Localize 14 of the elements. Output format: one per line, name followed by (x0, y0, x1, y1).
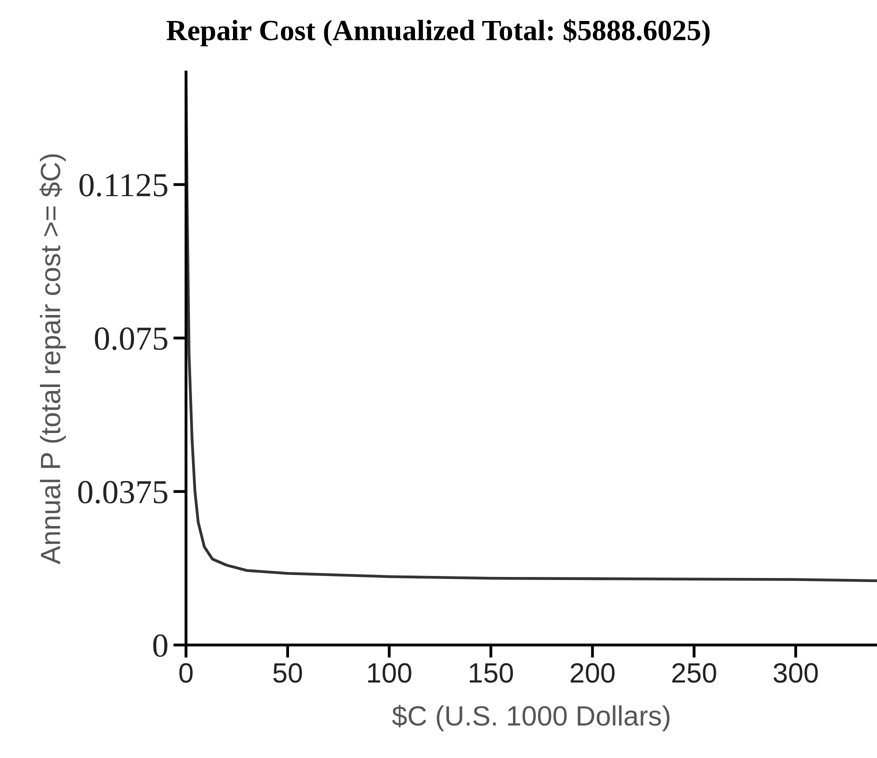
y-tick-label: 0 (153, 634, 168, 657)
x-tick-label: 50 (273, 663, 302, 683)
chart-title: Repair Cost (Annualized Total: $5888.6025) (166, 18, 710, 46)
x-tick-label: 100 (368, 663, 412, 683)
y-axis-title: Annual P (total repair cost >= $C) (40, 154, 66, 564)
x-axis-title: $C (U.S. 1000 Dollars) (392, 704, 670, 732)
x-tick-label: 200 (570, 663, 615, 683)
y-tick-label: 0.1125 (79, 174, 168, 197)
x-tick-label: 0 (179, 663, 193, 683)
x-tick-label: 300 (774, 663, 818, 683)
y-tick-label: 0.0375 (78, 480, 168, 504)
y-tick-label: 0.075 (94, 327, 168, 350)
x-tick-label: 150 (470, 663, 513, 683)
x-tick-label: 250 (672, 663, 716, 683)
